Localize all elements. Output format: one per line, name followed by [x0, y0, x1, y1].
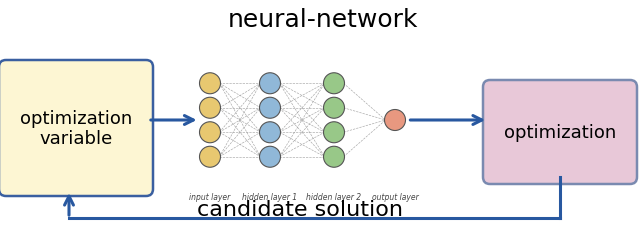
FancyBboxPatch shape [0, 61, 153, 196]
FancyBboxPatch shape [483, 81, 637, 184]
Circle shape [200, 147, 221, 168]
Text: neural-network: neural-network [228, 8, 419, 32]
Circle shape [259, 73, 280, 94]
Text: hidden layer 1: hidden layer 1 [243, 193, 298, 202]
Circle shape [259, 122, 280, 143]
Circle shape [200, 98, 221, 119]
Circle shape [385, 110, 406, 131]
Circle shape [200, 122, 221, 143]
Circle shape [323, 147, 344, 168]
Circle shape [259, 98, 280, 119]
Circle shape [323, 98, 344, 119]
Text: optimization: optimization [504, 123, 616, 141]
Text: optimization
variable: optimization variable [20, 109, 132, 148]
Text: input layer: input layer [189, 193, 230, 202]
Text: hidden layer 2: hidden layer 2 [307, 193, 362, 202]
Text: candidate solution: candidate solution [197, 200, 403, 220]
Circle shape [259, 147, 280, 168]
Text: output layer: output layer [372, 193, 419, 202]
Circle shape [323, 122, 344, 143]
Circle shape [323, 73, 344, 94]
Circle shape [200, 73, 221, 94]
